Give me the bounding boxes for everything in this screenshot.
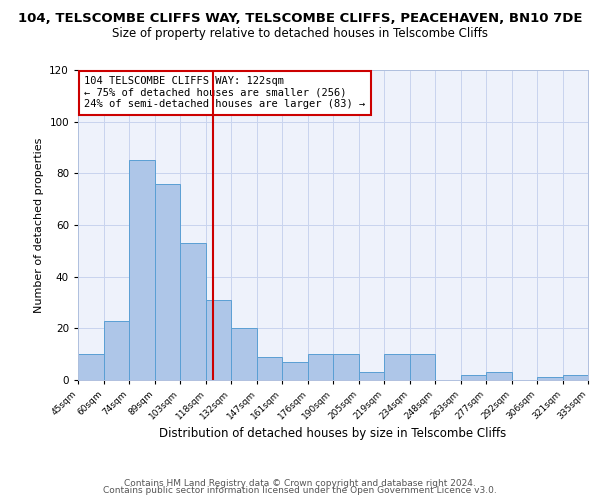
Text: Contains HM Land Registry data © Crown copyright and database right 2024.: Contains HM Land Registry data © Crown c… [124, 478, 476, 488]
Text: Contains public sector information licensed under the Open Government Licence v3: Contains public sector information licen… [103, 486, 497, 495]
Bar [384, 354, 410, 380]
Bar [282, 362, 308, 380]
Bar [461, 375, 486, 380]
Bar [180, 243, 206, 380]
Bar [129, 160, 155, 380]
Text: 104 TELSCOMBE CLIFFS WAY: 122sqm
← 75% of detached houses are smaller (256)
24% : 104 TELSCOMBE CLIFFS WAY: 122sqm ← 75% o… [84, 76, 365, 110]
Bar [359, 372, 384, 380]
X-axis label: Distribution of detached houses by size in Telscombe Cliffs: Distribution of detached houses by size … [160, 426, 506, 440]
Bar [155, 184, 180, 380]
Bar [410, 354, 435, 380]
Bar [333, 354, 359, 380]
Bar [78, 354, 104, 380]
Bar [257, 357, 282, 380]
Text: Size of property relative to detached houses in Telscombe Cliffs: Size of property relative to detached ho… [112, 28, 488, 40]
Text: 104, TELSCOMBE CLIFFS WAY, TELSCOMBE CLIFFS, PEACEHAVEN, BN10 7DE: 104, TELSCOMBE CLIFFS WAY, TELSCOMBE CLI… [18, 12, 582, 26]
Bar [537, 378, 563, 380]
Bar [104, 320, 129, 380]
Bar [231, 328, 257, 380]
Bar [563, 375, 588, 380]
Bar [308, 354, 333, 380]
Y-axis label: Number of detached properties: Number of detached properties [34, 138, 44, 312]
Bar [486, 372, 512, 380]
Bar [206, 300, 231, 380]
